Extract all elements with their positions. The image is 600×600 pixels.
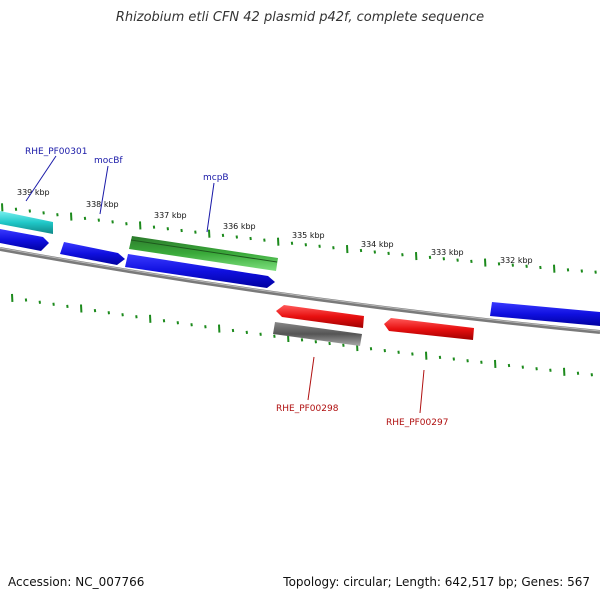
- gene-label-rhe-pf00297[interactable]: RHE_PF00297: [386, 418, 448, 428]
- gene-blue-long[interactable]: [125, 254, 275, 288]
- callout-line: [307, 356, 315, 401]
- inner-tick-ring: [11, 293, 593, 377]
- callout-line: [99, 165, 109, 215]
- outer-tick-ring: [1, 203, 597, 274]
- gene-blue-mocbf[interactable]: [60, 242, 125, 265]
- reverse-gene-track: [273, 305, 474, 346]
- callout-line: [25, 155, 57, 202]
- gene-red-rhe-pf00298[interactable]: [276, 305, 364, 328]
- gene-label-rhe-pf00301[interactable]: RHE_PF00301: [25, 147, 87, 157]
- gene-label-mocbf[interactable]: mocBf: [94, 156, 123, 166]
- kbp-label: 334 kbp: [361, 240, 394, 249]
- gene-gray[interactable]: [273, 322, 362, 346]
- gene-green-mcpb[interactable]: [129, 236, 278, 271]
- summary-label: Topology: circular; Length: 642,517 bp; …: [283, 575, 590, 589]
- gene-red-rhe-pf00297[interactable]: [384, 318, 474, 340]
- gene-blue-right[interactable]: [490, 302, 600, 326]
- forward-gene-track: [0, 211, 600, 326]
- callout-line: [206, 182, 215, 233]
- kbp-label: 338 kbp: [86, 200, 119, 209]
- gene-blue-segment[interactable]: [0, 229, 49, 251]
- backbone-line: [0, 247, 600, 334]
- kbp-label: 332 kbp: [500, 256, 533, 265]
- kbp-label: 333 kbp: [431, 248, 464, 257]
- accession-label: Accession: NC_007766: [8, 575, 145, 589]
- kbp-label: 337 kbp: [154, 211, 187, 220]
- gene-label-rhe-pf00298[interactable]: RHE_PF00298: [276, 404, 339, 414]
- kbp-label: 335 kbp: [292, 231, 325, 240]
- map-title: Rhizobium etli CFN 42 plasmid p42f, comp…: [115, 10, 485, 25]
- kbp-label: 339 kbp: [17, 188, 50, 197]
- gene-label-mcpb[interactable]: mcpB: [203, 173, 229, 183]
- kbp-label: 336 kbp: [223, 222, 256, 231]
- callout-line: [419, 369, 425, 414]
- gene-cyan-rhe-pf00301[interactable]: [0, 211, 53, 234]
